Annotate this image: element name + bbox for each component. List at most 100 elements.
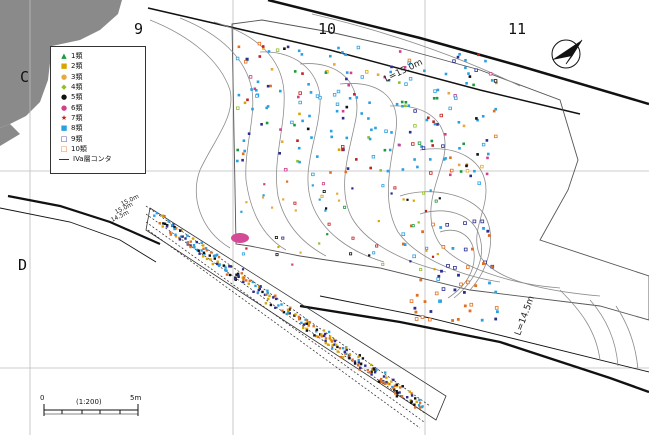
artifact-mark [488,72,493,76]
artifact-mark [178,236,181,240]
artifact-mark [165,225,169,228]
artifact-mark [381,262,385,266]
artifact-mark [269,84,272,88]
artifact-mark [202,244,205,247]
artifact-mark [375,244,379,248]
artifact-mark [288,312,291,315]
artifact-mark [400,395,404,398]
artifact-mark [416,165,419,169]
artifact-mark [261,290,264,294]
artifact-mark [355,158,358,161]
scale-end: 5m [130,394,142,402]
artifact-mark [386,382,389,385]
artifact-mark [293,70,297,73]
artifact-mark [439,226,443,229]
artifact-mark [447,91,451,95]
artifact-mark [330,135,333,139]
artifact-mark [404,82,408,86]
artifact-mark [307,322,310,325]
artifact-mark [484,59,487,63]
legend-symbol-icon: ◆ [61,83,67,92]
artifact-mark [261,45,265,48]
artifact-mark [345,136,349,140]
artifact-mark [471,247,474,251]
artifact-mark [153,214,156,217]
artifact-mark [408,390,411,393]
artifact-mark [271,206,274,209]
artifact-mark [395,390,398,393]
artifact-mark [490,79,494,82]
grid-label-row-c: C [20,68,30,86]
artifact-mark [477,53,480,57]
legend-item: ◆ 4類 [57,82,141,92]
artifact-mark [473,169,476,173]
artifact-mark [178,238,182,241]
artifact-mark [304,322,307,325]
artifact-mark [279,89,282,93]
artifact-mark [400,100,404,104]
artifact-mark [345,71,349,74]
artifact-mark [356,364,360,367]
artifact-mark [202,251,206,254]
artifact-mark [413,124,417,128]
artifact-mark [449,156,452,159]
artifact-mark [266,289,269,292]
artifact-mark [204,247,208,250]
artifact-mark [302,326,305,329]
artifact-mark [436,277,440,281]
artifact-mark [465,169,470,173]
artifact-mark [330,340,334,343]
artifact-mark [263,183,266,186]
artifact-mark [308,114,311,118]
artifact-mark [395,102,399,106]
artifact-mark [451,247,455,250]
artifact-mark [302,323,306,326]
artifact-mark [316,335,320,339]
artifact-mark [320,333,323,336]
artifact-mark [381,381,385,384]
artifact-mark [248,75,253,79]
artifact-mark [494,107,497,111]
artifact-mark [482,262,485,265]
artifact-mark [288,308,291,311]
artifact-mark [318,198,321,201]
artifact-mark [465,164,468,168]
artifact-mark [357,355,360,359]
artifact-mark [463,304,467,308]
artifact-mark [300,321,303,324]
artifact-mark [329,129,333,133]
artifact-mark [324,339,327,343]
artifact-mark [458,147,461,150]
artifact-mark [330,347,334,350]
artifact-mark [410,400,413,403]
artifact-mark [464,59,467,62]
artifact-mark [229,265,233,268]
artifact-mark [241,252,245,256]
artifact-mark [228,273,232,277]
artifact-mark [445,222,449,227]
artifact-mark [436,88,440,92]
section-strip [145,205,431,429]
artifact-mark [280,303,283,306]
artifact-mark [438,197,441,200]
artifact-mark [322,329,326,332]
legend-symbol-icon: ● [60,72,68,81]
artifact-mark [402,242,405,246]
artifact-mark [161,225,164,228]
artifact-mark [323,334,326,338]
legend-label: 2類 [71,62,83,71]
artifact-mark [248,279,251,282]
artifact-mark [169,231,172,234]
artifact-mark [215,253,219,256]
artifact-mark [439,113,443,118]
artifact-mark [297,49,301,53]
artifact-mark [390,380,393,383]
artifact-mark [283,167,288,172]
artifact-mark [494,134,498,139]
artifact-mark [486,156,489,160]
artifact-mark [441,287,446,291]
artifact-mark [404,101,408,104]
contour-label-15: L=15.0m [383,58,425,85]
artifact-mark [261,196,265,199]
artifact-mark [420,405,423,409]
